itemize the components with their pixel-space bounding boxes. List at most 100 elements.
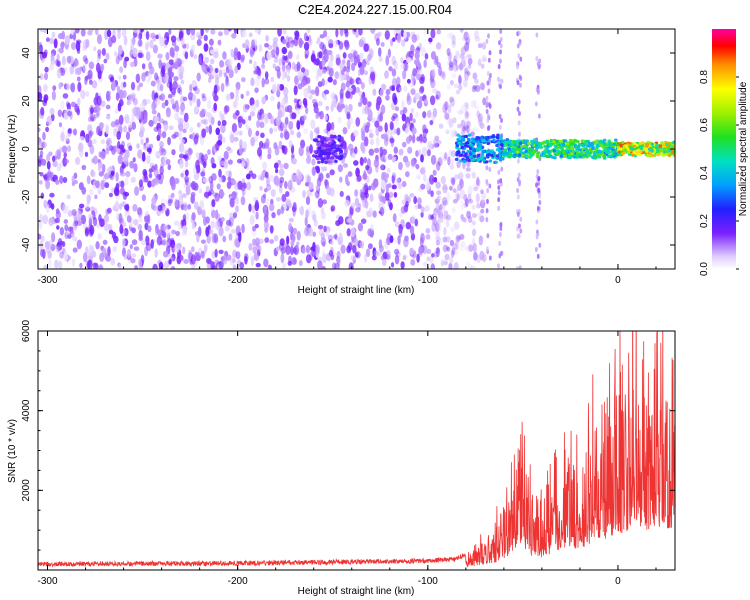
spectrogram-cell	[336, 144, 341, 148]
spectrogram-cell	[498, 40, 501, 46]
spectrogram-cell	[167, 164, 172, 171]
spectrogram-cell	[329, 160, 333, 164]
spectrogram-cell	[491, 134, 496, 138]
spectrogram-cell	[465, 260, 470, 269]
spectrogram-cell	[516, 106, 520, 112]
spectrogram-cell	[210, 261, 216, 267]
spectrogram-cell	[476, 176, 480, 186]
spectrogram-cell	[164, 99, 169, 107]
spectrogram-cell	[449, 185, 453, 191]
spectrogram-cell	[352, 244, 357, 254]
spectrogram-cell	[345, 81, 351, 88]
spectrogram-cell	[359, 156, 364, 166]
spectrogram-cell	[74, 29, 80, 34]
spectrogram-cell	[467, 185, 473, 196]
spectrogram-cell	[446, 214, 452, 221]
spectrogram-cell	[460, 46, 466, 56]
spectrogram-cell	[87, 69, 93, 79]
spectrogram-cell	[141, 151, 146, 162]
spectrogram-cell	[500, 78, 504, 84]
spectrogram-cell	[463, 121, 469, 127]
spectrogram-cell	[337, 116, 342, 124]
spectrogram-cell	[350, 227, 356, 238]
spectrogram-cell	[321, 252, 327, 263]
spectrogram-cell	[150, 179, 156, 188]
spectrogram-cell	[361, 59, 367, 68]
spectrogram-cell	[420, 183, 426, 190]
spectrogram-cell	[345, 174, 349, 185]
spectrogram-cell	[164, 39, 169, 46]
spectrogram-cell	[169, 47, 175, 58]
spectrogram-cell	[303, 42, 310, 51]
spectrogram-cell	[469, 147, 473, 151]
spectrogram-cell	[335, 148, 340, 152]
spectrogram-cell	[168, 258, 172, 265]
spectrogram-cell	[635, 150, 639, 154]
spectrogram-cell	[43, 199, 48, 209]
spectrogram-cell	[184, 169, 189, 177]
spectrogram-cell	[236, 158, 242, 164]
spectrogram-cell	[106, 143, 110, 151]
spectrogram-cell	[88, 61, 95, 70]
spectrogram-cell	[111, 80, 116, 91]
spectrogram-cell	[466, 137, 471, 142]
spectrogram-cell	[418, 149, 422, 156]
spectrogram-cell	[164, 199, 169, 205]
spectrogram-cell	[455, 190, 460, 201]
spectrogram-cell	[40, 106, 45, 116]
spectrogram-cell	[425, 181, 431, 191]
spectrogram-cell	[209, 180, 214, 191]
spectrogram-cell	[86, 175, 91, 185]
spectrogram-cell	[450, 131, 457, 138]
spectrogram-cell	[516, 194, 520, 200]
spectrogram-cell	[71, 258, 76, 267]
spectrogram-cell	[332, 134, 337, 138]
spectrogram-cell	[305, 196, 311, 206]
spectrogram-cell	[131, 107, 137, 114]
spectrogram-cell	[308, 182, 314, 191]
spectrogram-cell	[340, 244, 346, 254]
spectrogram-cell	[297, 71, 303, 81]
spectrogram-cell	[453, 59, 458, 67]
spectrogram-cell	[184, 51, 189, 60]
spectrogram-cell	[363, 253, 368, 263]
spectrogram-cell	[369, 138, 375, 146]
spectrogram-cell	[465, 155, 469, 159]
spectrogram-cell	[327, 60, 333, 69]
spectrogram-cell	[535, 234, 539, 240]
spectrogram-cell	[495, 154, 500, 158]
spectrogram-cell	[482, 139, 486, 143]
spectrogram-cell	[124, 149, 130, 159]
spectrogram-cell	[177, 87, 181, 94]
spectrogram-cell	[220, 82, 225, 93]
spectrogram-cell	[456, 183, 463, 191]
spectrogram-cell	[165, 159, 171, 165]
spectrogram-cell	[435, 161, 441, 171]
spectrogram-cell	[108, 192, 113, 198]
spectrogram-cell	[327, 234, 334, 242]
spectrogram-cell	[404, 127, 409, 134]
spectrogram-cell	[249, 111, 256, 117]
spectrogram-cell	[182, 154, 188, 159]
spectrogram-cell	[291, 153, 295, 159]
spectrogram-cell	[222, 68, 227, 76]
spectrogram-cell	[90, 114, 96, 122]
spectrogram-cell	[391, 175, 395, 184]
spectrogram-cell	[300, 79, 306, 88]
spectrogram-cell	[471, 171, 476, 179]
spectrogram-cell	[260, 132, 265, 139]
spectrogram-cell	[200, 171, 206, 177]
spectrogram-cell	[219, 59, 225, 68]
spectrogram-cell	[210, 58, 215, 65]
spectrogram-cell	[170, 237, 175, 244]
spectrogram-cell	[70, 29, 75, 36]
spectrogram-cell	[320, 140, 325, 145]
spectrogram-cell	[170, 180, 176, 191]
spectrogram-cell	[467, 171, 474, 177]
x-tick-label: -300	[37, 576, 57, 587]
spectrogram-cell	[517, 53, 521, 59]
spectrogram-cell	[516, 158, 520, 164]
spectrogram-cell	[608, 141, 613, 146]
spectrogram-cell	[106, 93, 111, 102]
spectrogram-cell	[448, 118, 454, 128]
